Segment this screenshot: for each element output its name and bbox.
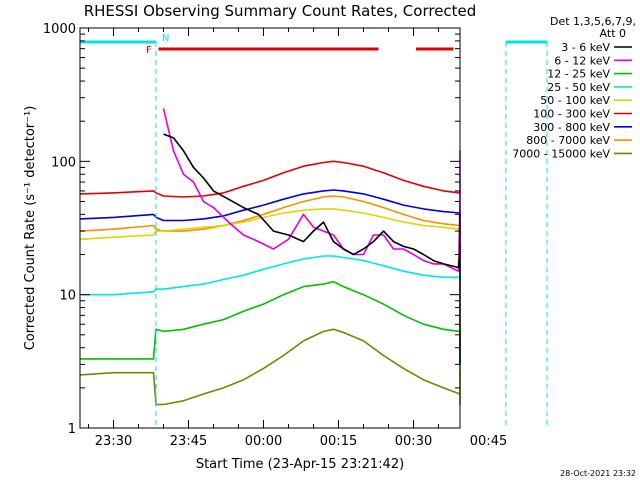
legend-label: 6 - 12 keV — [554, 54, 610, 67]
generated-timestamp: 28-Oct-2021 23:32 — [560, 469, 636, 478]
series-line-12-25-kev — [80, 280, 461, 375]
legend-label: 300 - 800 keV — [533, 121, 610, 134]
x-tick-label: 00:30 — [395, 434, 432, 449]
legend-header-line-2: Att 0 — [600, 27, 626, 40]
y-tick-label: 10 — [59, 289, 76, 304]
series-line-100-300-kev — [79, 160, 461, 198]
legend-label: 50 - 100 keV — [540, 94, 610, 107]
legend-label: 100 - 300 keV — [533, 108, 610, 121]
x-tick-label: 00:00 — [245, 434, 282, 449]
chart-title: RHESSI Observing Summary Count Rates, Co… — [84, 2, 477, 20]
x-tick-label: 00:45 — [470, 434, 507, 449]
series-line-7000-15000-kev — [79, 328, 461, 406]
legend-label: 25 - 50 keV — [547, 81, 610, 94]
legend-label: 12 - 25 keV — [547, 68, 610, 81]
series-line-300-800-kev — [79, 189, 461, 222]
legend-label: 7000 - 15000 keV — [512, 147, 610, 160]
x-axis-label: Start Time (23-Apr-15 23:21:42) — [196, 457, 404, 472]
series-line-3-6-kev — [163, 133, 461, 365]
legend-label: 3 - 6 keV — [561, 41, 610, 54]
flare-flag-label: F — [146, 45, 152, 56]
y-axis-label: Corrected Count Rate (s⁻¹ detector⁻¹) — [23, 106, 38, 351]
y-tick-label: 100 — [51, 155, 76, 170]
y-tick-label: 1000 — [43, 22, 76, 37]
plot-frame — [79, 27, 461, 429]
x-tick-label: 00:15 — [320, 434, 357, 449]
y-tick-label: 1 — [68, 422, 76, 437]
x-tick-label: 23:45 — [170, 434, 207, 449]
series-line-6-12-kev — [162, 108, 461, 272]
legend-header-line-1: Det 1,3,5,6,7,9, — [550, 15, 636, 28]
series-line-800-7000-kev — [79, 195, 461, 232]
x-tick-label: 23:30 — [95, 434, 132, 449]
night-flag-label: N — [162, 33, 169, 44]
legend-label: 800 - 7000 keV — [526, 134, 610, 147]
